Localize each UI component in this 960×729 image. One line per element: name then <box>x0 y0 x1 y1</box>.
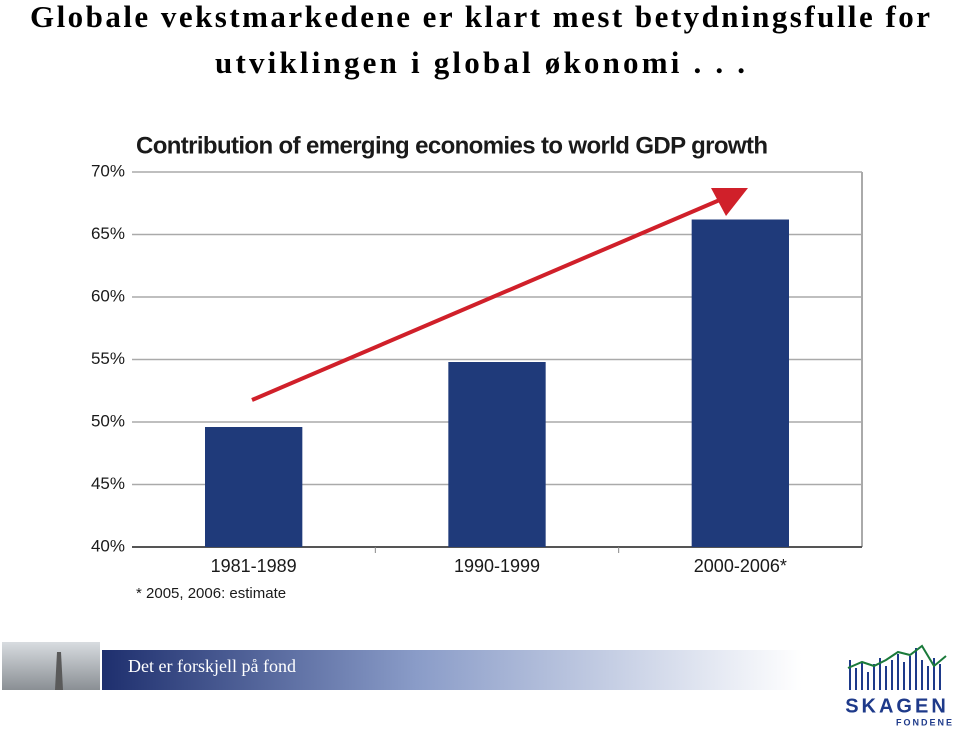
logo-sub: FONDENE <box>896 717 954 727</box>
logo: SKAGEN <box>845 695 949 717</box>
lighthouse <box>55 652 63 690</box>
y-tick-label: 45% <box>91 474 125 493</box>
bar <box>448 362 546 547</box>
bar <box>205 427 303 547</box>
chart-title: Contribution of emerging economies to wo… <box>136 132 768 159</box>
x-tick-label: 1981-1989 <box>211 556 297 576</box>
y-tick-label: 55% <box>91 349 125 368</box>
slide-title: utviklingen i global økonomi . . . <box>215 45 745 80</box>
y-tick-label: 65% <box>91 224 125 243</box>
footer-band <box>102 650 802 690</box>
bar <box>691 219 789 547</box>
tagline: Det er forskjell på fond <box>128 656 296 676</box>
y-tick-label: 60% <box>91 286 125 305</box>
y-tick-label: 40% <box>91 536 125 555</box>
photo <box>2 642 100 690</box>
y-tick-label: 50% <box>91 411 125 430</box>
x-tick-label: 1990-1999 <box>454 556 540 576</box>
plot: 40% 45% 50% 55% 60% 65% 70% 1981-1989 1990-1999 2… <box>91 161 863 576</box>
footnote: * 2005, 2006: estimate <box>136 585 286 602</box>
x-tick-label: 2000-2006* <box>694 556 787 576</box>
trend-arrowhead <box>711 188 748 216</box>
logo-icon <box>847 644 947 690</box>
trend-arrow <box>251 197 723 402</box>
slide-title: Globale vekstmarkedene er klart mest bet… <box>30 0 930 34</box>
y-tick-label: 70% <box>91 161 125 180</box>
